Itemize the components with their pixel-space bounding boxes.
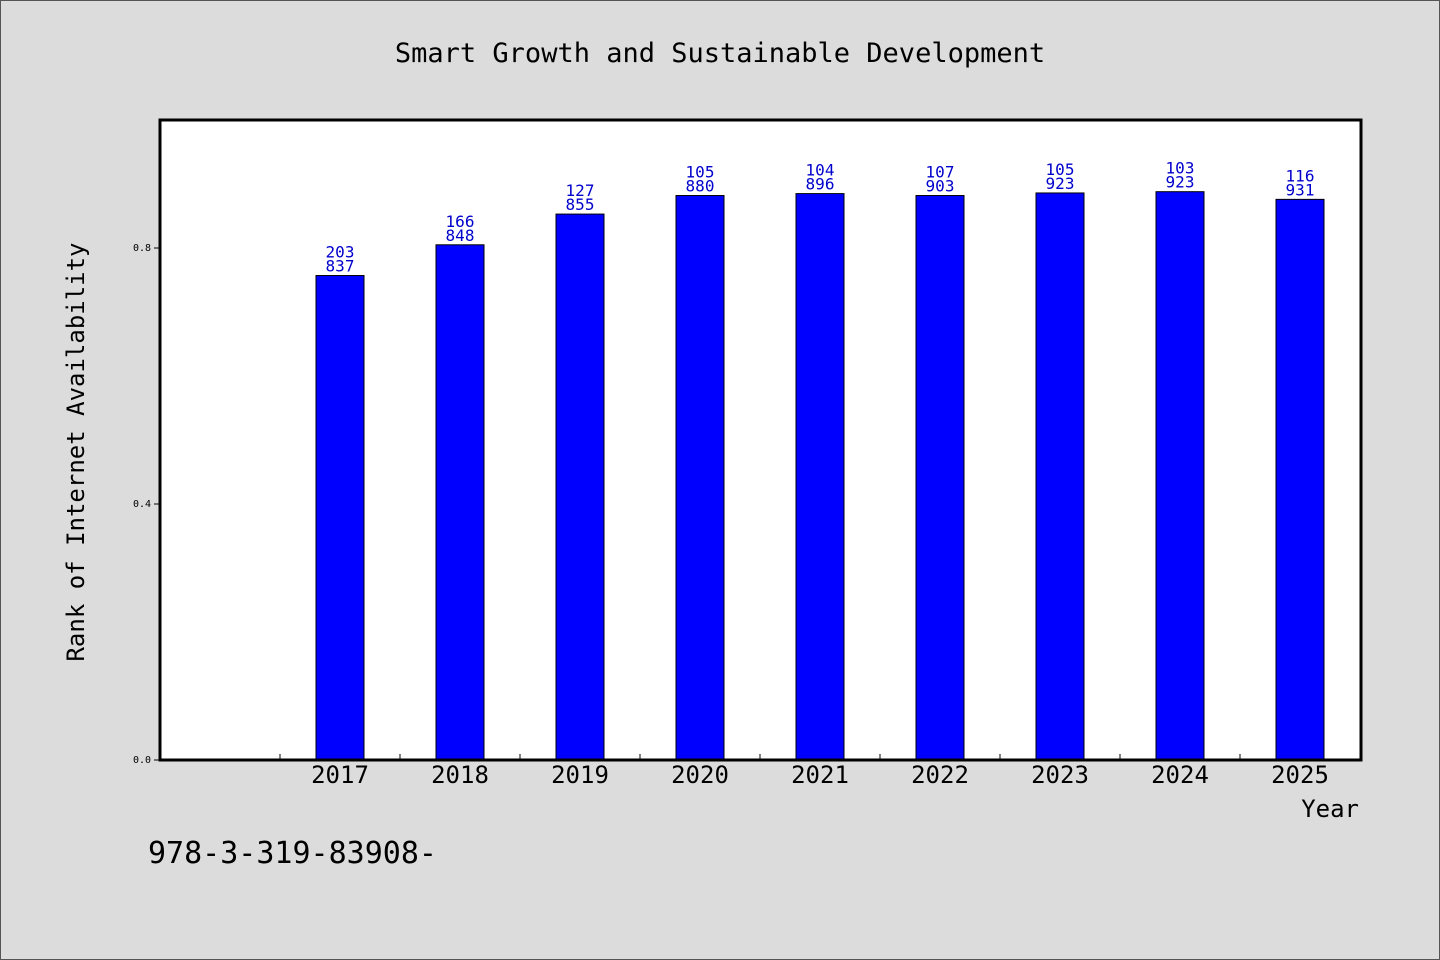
bar-2025: [1275, 198, 1325, 761]
plot-border: [158, 118, 1363, 762]
x-tick-label-2021: 2021: [791, 761, 849, 789]
bar-label-2025-line2: 931: [1286, 180, 1315, 199]
bar-2022: [915, 195, 965, 761]
bar-label-2024-line2: 923: [1166, 173, 1195, 192]
bar-labels-group: 2038371668481278551058801048961079031059…: [326, 159, 1315, 276]
x-tick-label-2025: 2025: [1271, 761, 1329, 789]
x-ticks-group: 2017 2018 2019 2020 2021 2022 2023 2024 2025: [279, 754, 1361, 789]
bar-2024: [1155, 191, 1205, 761]
y-ticks-group: 0.0 0.4 0.8: [133, 243, 160, 766]
footnote-isbn: 978-3-319-83908-: [148, 836, 437, 871]
x-tick-label-2020: 2020: [671, 761, 729, 789]
y-tick-label-0.8: 0.8: [133, 243, 151, 254]
x-axis-label: Year: [1301, 795, 1359, 823]
x-tick-label-2024: 2024: [1151, 761, 1209, 789]
bar-2017: [315, 275, 365, 761]
bar-label-2020-line1: 105: [686, 163, 715, 182]
bar-label-2022-line1: 107: [926, 163, 955, 182]
bar-label-2019-line1: 127: [566, 181, 595, 200]
bar-label-2019-line2: 855: [566, 195, 595, 214]
x-tick-label-2023: 2023: [1031, 761, 1089, 789]
bar-label-2017-line1: 203: [326, 243, 355, 262]
bar-2018: [435, 244, 485, 761]
chart-title: Smart Growth and Sustainable Development: [395, 38, 1045, 69]
x-tick-label-2022: 2022: [911, 761, 969, 789]
bar-label-2022-line2: 903: [926, 177, 955, 196]
bar-2019: [555, 213, 605, 761]
bar-label-2023-line1: 105: [1046, 160, 1075, 179]
bar-label-2020-line2: 880: [686, 177, 715, 196]
bar-label-2017-line2: 837: [326, 257, 355, 276]
y-tick-label-0.0: 0.0: [133, 755, 151, 766]
x-tick-label-2019: 2019: [551, 761, 609, 789]
x-tick-label-2018: 2018: [431, 761, 489, 789]
bar-label-2018-line2: 848: [446, 226, 475, 245]
bar-2021: [795, 193, 845, 761]
y-axis-label: Rank of Internet Availability: [62, 242, 90, 661]
bar-label-2018-line1: 166: [446, 212, 475, 231]
bar-label-2021-line2: 896: [806, 175, 835, 194]
bar-label-2025-line1: 116: [1286, 166, 1315, 185]
bar-2020: [675, 195, 725, 761]
bars-group: [315, 191, 1325, 761]
bar-label-2021-line1: 104: [806, 161, 835, 180]
bar-label-2024-line1: 103: [1166, 159, 1195, 178]
bar-label-2023-line2: 923: [1046, 174, 1075, 193]
x-tick-label-2017: 2017: [311, 761, 369, 789]
y-tick-label-0.4: 0.4: [133, 499, 151, 510]
bar-2023: [1035, 192, 1085, 761]
